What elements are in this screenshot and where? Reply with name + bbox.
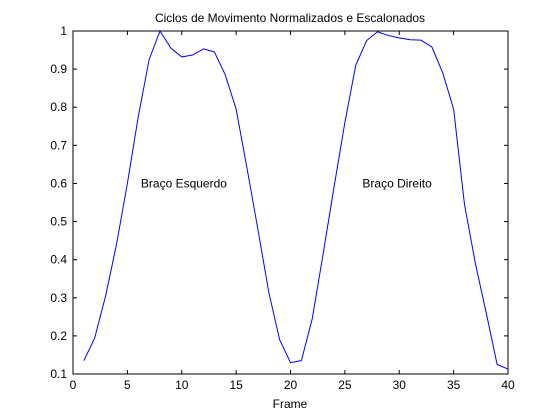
x-axis-label: Frame bbox=[273, 397, 308, 411]
x-tick-label: 15 bbox=[229, 378, 243, 392]
series-line bbox=[83, 29, 509, 370]
annotation-label: Braço Esquerdo bbox=[141, 176, 227, 190]
plot-area bbox=[72, 30, 509, 375]
y-tick-label: 0.6 bbox=[50, 176, 67, 190]
y-tick-label: 0.2 bbox=[50, 329, 67, 343]
y-tick-label: 0.5 bbox=[50, 215, 67, 229]
y-tick-label: 0.9 bbox=[50, 62, 67, 76]
y-tick-label: 0.8 bbox=[50, 100, 67, 114]
x-tick-label: 40 bbox=[501, 378, 515, 392]
annotation-label: Braço Direito bbox=[362, 176, 432, 190]
x-tick-label: 30 bbox=[393, 378, 407, 392]
y-tick-label: 1 bbox=[60, 24, 67, 38]
x-tick-label: 0 bbox=[70, 378, 77, 392]
x-tick-label: 25 bbox=[338, 378, 352, 392]
y-axis-ticks: 0.1 0.2 0.3 0.4 0.5 0.6 0.7 0.8 0.9 1 bbox=[50, 24, 508, 381]
x-tick-label: 20 bbox=[284, 378, 298, 392]
y-tick-label: 0.3 bbox=[50, 291, 67, 305]
x-axis-ticks: 0 5 10 15 20 25 30 35 40 bbox=[70, 31, 515, 392]
x-tick-label: 35 bbox=[447, 378, 461, 392]
y-tick-label: 0.1 bbox=[50, 367, 67, 381]
x-tick-label: 5 bbox=[124, 378, 131, 392]
chart-title: Ciclos de Movimento Normalizados e Escal… bbox=[155, 11, 425, 25]
x-tick-label: 10 bbox=[175, 378, 189, 392]
annotations: Braço Esquerdo Braço Direito bbox=[141, 176, 432, 190]
y-tick-label: 0.7 bbox=[50, 138, 67, 152]
y-tick-label: 0.4 bbox=[50, 253, 67, 267]
